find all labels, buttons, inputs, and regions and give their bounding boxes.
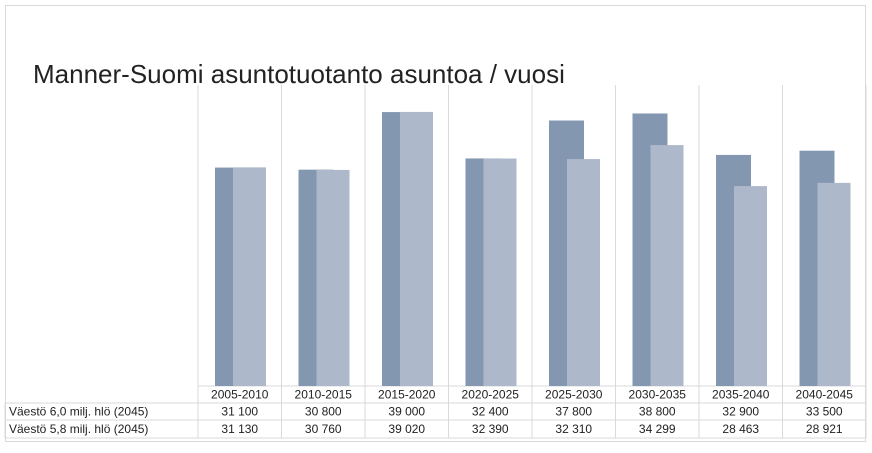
value-label: 32 400: [472, 405, 509, 419]
value-label: 31 100: [221, 405, 258, 419]
value-label: 32 390: [472, 422, 509, 436]
bar: [650, 145, 684, 386]
value-label: 39 020: [388, 422, 425, 436]
category-label: 2015-2020: [378, 388, 436, 402]
bar: [817, 182, 851, 386]
category-label: 2005-2010: [211, 388, 269, 402]
value-label: 28 921: [806, 422, 843, 436]
bar: [233, 167, 266, 386]
bar: [567, 159, 600, 386]
category-label: 2035-2040: [712, 388, 770, 402]
value-label: 38 800: [639, 405, 676, 419]
value-label: 39 000: [388, 405, 425, 419]
value-label: 28 463: [722, 422, 759, 436]
category-label: 2010-2015: [295, 388, 353, 402]
category-label: 2020-2025: [462, 388, 520, 402]
series-name: Väestö 6,0 milj. hlö (2045): [9, 405, 148, 419]
value-label: 32 310: [555, 422, 592, 436]
value-label: 33 500: [806, 405, 843, 419]
value-label: 37 800: [555, 405, 592, 419]
value-label: 30 800: [305, 405, 342, 419]
value-label: 32 900: [722, 405, 759, 419]
bar: [483, 158, 517, 386]
bar: [400, 111, 433, 386]
series-name: Väestö 5,8 milj. hlö (2045): [9, 422, 148, 436]
category-label: 2040-2045: [796, 388, 854, 402]
category-label: 2030-2035: [629, 388, 687, 402]
bar: [316, 169, 350, 386]
category-label: 2025-2030: [545, 388, 603, 402]
value-label: 31 130: [221, 422, 258, 436]
value-label: 34 299: [639, 422, 676, 436]
value-label: 30 760: [305, 422, 342, 436]
bar: [734, 186, 767, 386]
chart-title: Manner-Suomi asuntotuotanto asuntoa / vu…: [33, 59, 565, 89]
